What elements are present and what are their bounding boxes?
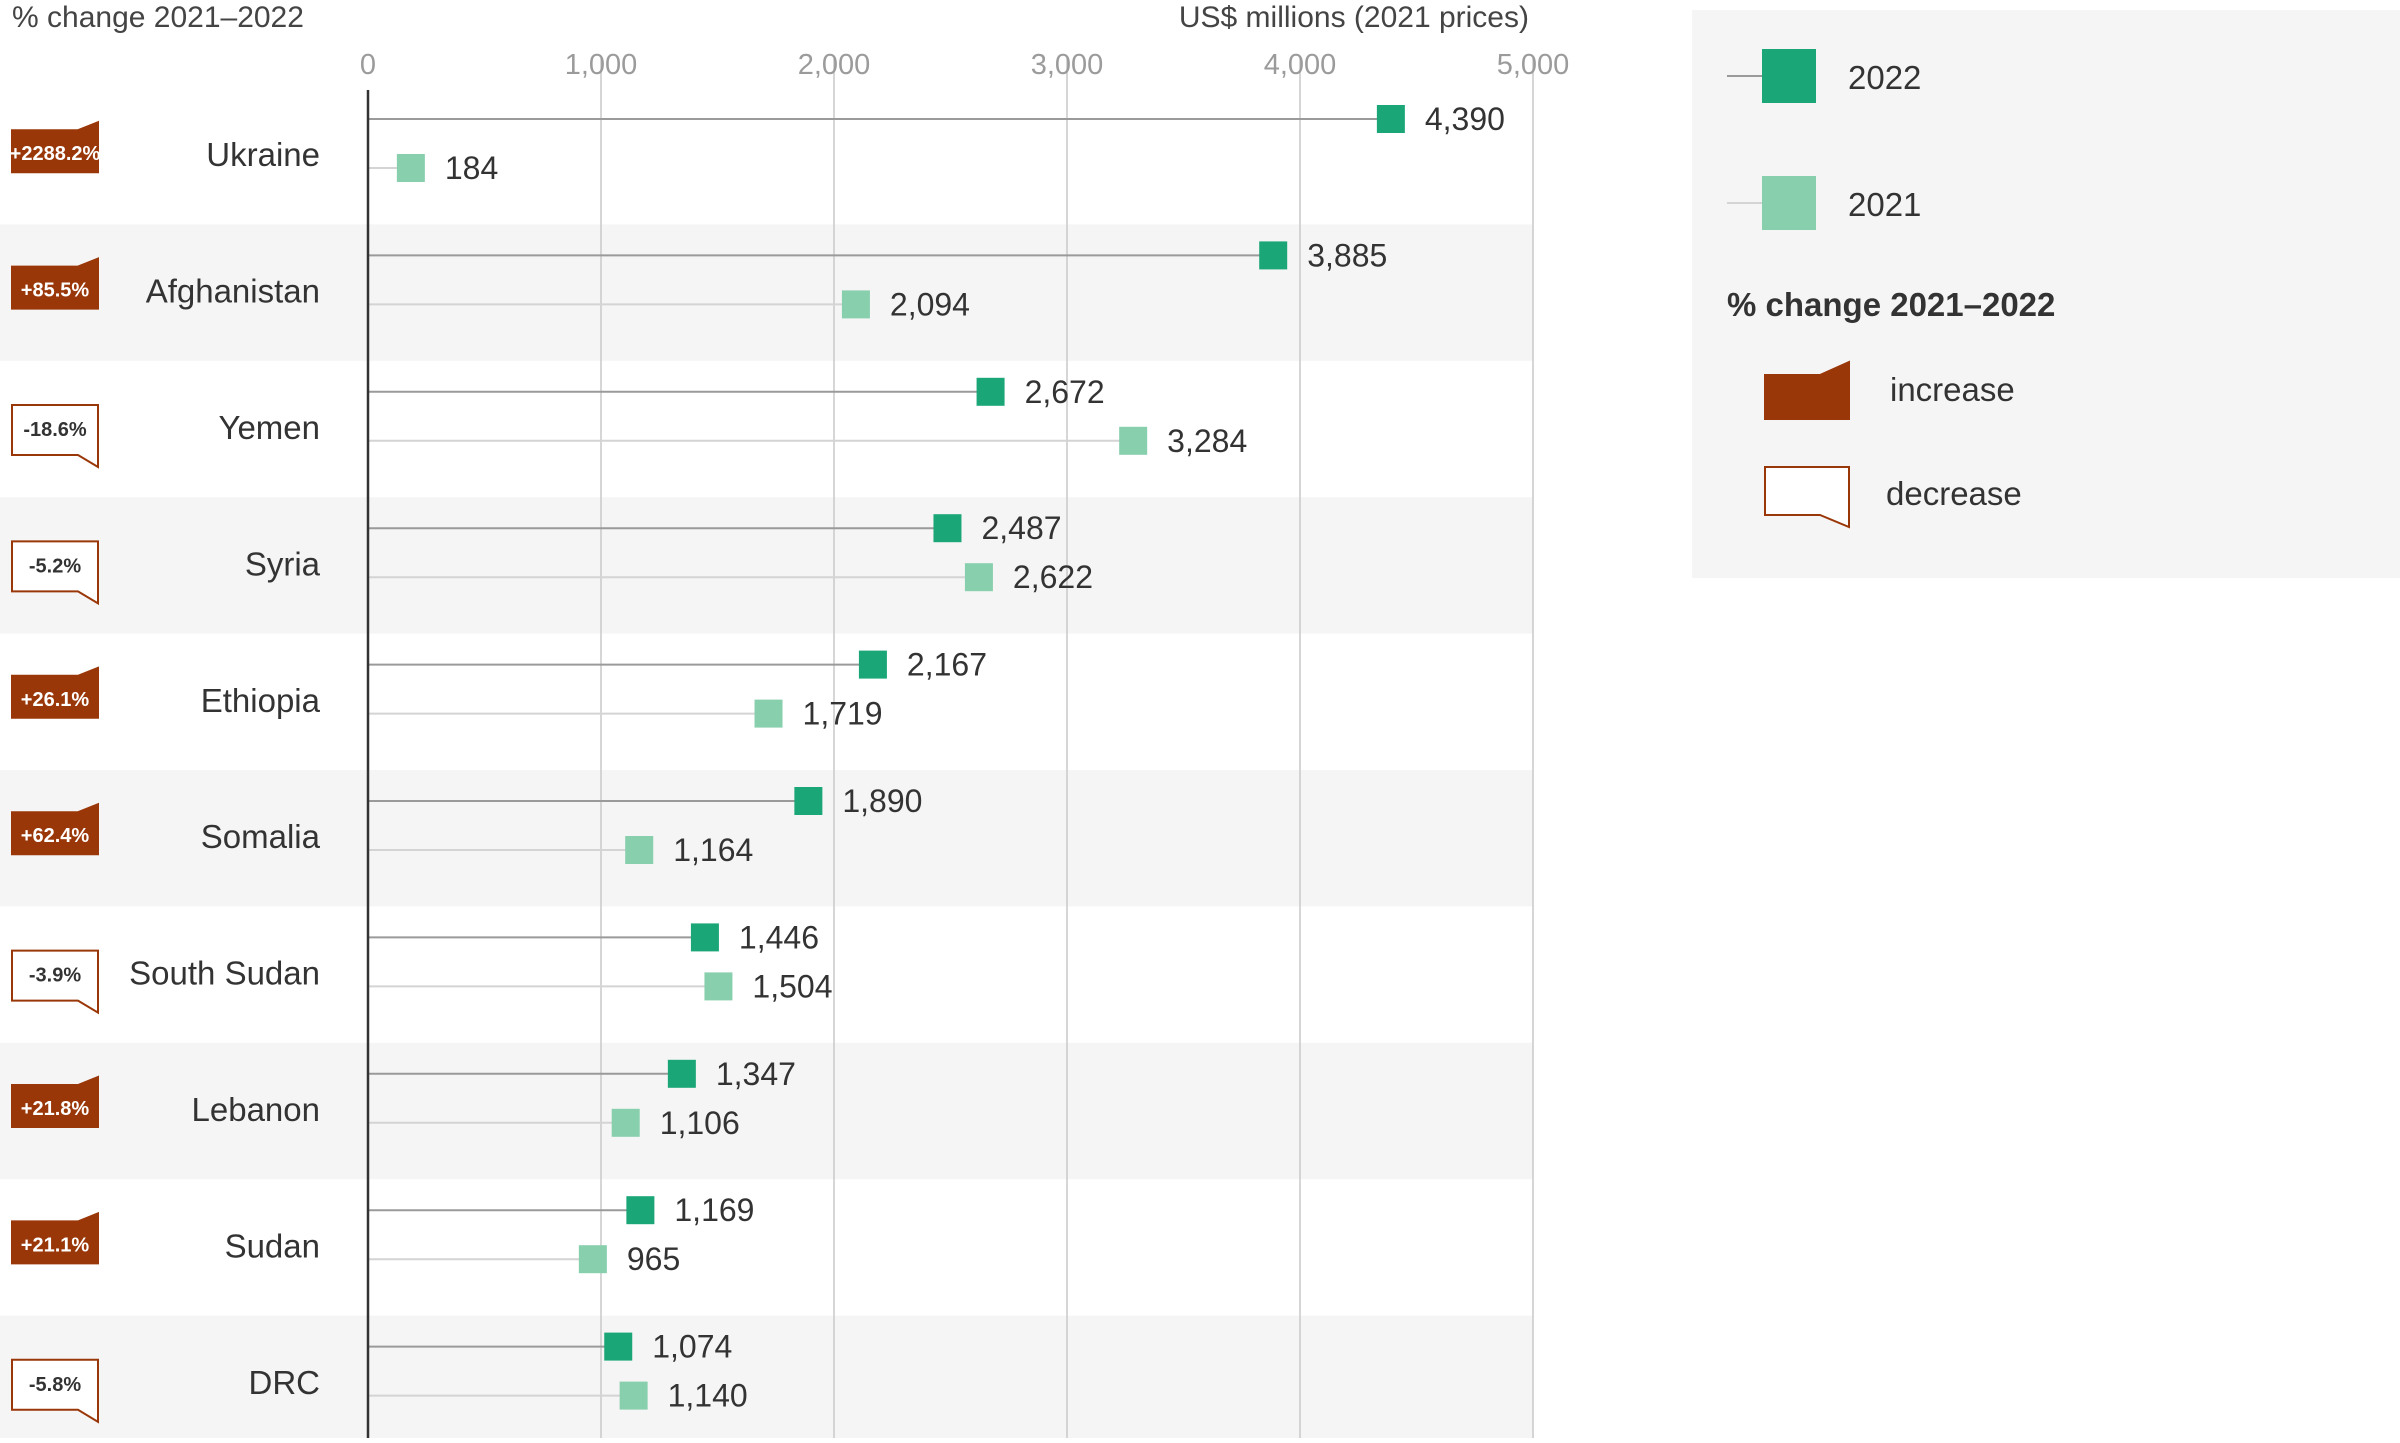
value-label-2022: 3,885: [1307, 237, 1387, 273]
change-label: +62.4%: [21, 825, 90, 847]
marker-2021: [611, 1108, 640, 1137]
change-badge: [11, 802, 99, 856]
value-label-2021: 1,164: [673, 832, 753, 868]
legend-increase-swatch: [1764, 360, 1850, 420]
tick-label: 5,000: [1497, 49, 1570, 81]
marker-2021: [841, 290, 870, 319]
change-badge: [11, 949, 99, 1015]
country-label: DRC: [249, 1364, 321, 1401]
value-label-2021: 184: [445, 150, 498, 186]
change-badge: [11, 666, 99, 719]
row-band: [0, 1042, 1533, 1180]
marker-2022: [794, 787, 823, 815]
country-label: Ukraine: [206, 136, 320, 173]
marker-2022: [933, 514, 962, 543]
legend-decrease-swatch: [1764, 466, 1850, 529]
change-badge: [11, 540, 99, 606]
legend-decrease-label: decrease: [1886, 475, 2022, 512]
value-label-2022: 1,446: [739, 919, 819, 955]
marker-2022: [604, 1332, 633, 1361]
marker-2022: [1259, 241, 1288, 270]
change-badge: [11, 1075, 99, 1128]
value-label-2022: 1,347: [716, 1056, 796, 1092]
tick-label: 4,000: [1264, 49, 1337, 81]
change-label: +26.1%: [21, 689, 90, 711]
value-label-2022: 2,487: [981, 510, 1061, 546]
country-label: Afghanistan: [146, 273, 320, 310]
change-label: +2288.2%: [10, 143, 101, 165]
country-label: South Sudan: [129, 955, 320, 992]
value-label-2022: 2,672: [1025, 374, 1105, 410]
value-label-2022: 4,390: [1425, 101, 1505, 137]
marker-2022: [667, 1059, 696, 1088]
value-label-2021: 1,504: [752, 968, 832, 1004]
change-badge: [11, 404, 99, 469]
marker-2021: [704, 972, 733, 1001]
change-badge: [11, 1211, 99, 1265]
change-label: -5.2%: [29, 555, 81, 577]
country-label: Ethiopia: [201, 682, 321, 719]
country-label: Somalia: [201, 818, 321, 855]
change-label: -5.8%: [29, 1374, 81, 1396]
legend-label-2022: 2022: [1848, 59, 1921, 96]
value-label-2021: 1,140: [668, 1378, 748, 1414]
axis-title: US$ millions (2021 prices): [1179, 1, 1529, 34]
left-header: % change 2021–2022: [12, 1, 304, 34]
value-label-2021: 2,622: [1013, 559, 1093, 595]
change-badge: [11, 257, 99, 310]
country-label: Sudan: [225, 1227, 320, 1264]
marker-2021: [1119, 426, 1148, 455]
row-band: [0, 770, 1533, 907]
value-label-2022: 1,074: [652, 1329, 732, 1365]
value-label-2021: 1,719: [803, 696, 883, 732]
marker-2021: [619, 1381, 648, 1410]
legend-increase-label: increase: [1890, 371, 2015, 408]
change-label: +85.5%: [21, 280, 90, 302]
legend-change-title: % change 2021–2022: [1727, 286, 2055, 323]
change-label: +21.8%: [21, 1098, 90, 1120]
tick-label: 2,000: [798, 49, 871, 81]
value-label-2022: 2,167: [907, 647, 987, 683]
marker-2022: [858, 650, 887, 679]
marker-2022: [976, 377, 1005, 406]
country-label: Lebanon: [192, 1091, 320, 1128]
marker-2022: [626, 1196, 655, 1225]
country-label: Yemen: [218, 409, 320, 446]
change-label: -3.9%: [29, 965, 81, 987]
value-label-2022: 1,169: [674, 1192, 754, 1228]
change-badge: [11, 120, 99, 174]
marker-2021: [396, 154, 425, 182]
row-band: [0, 497, 1533, 634]
marker-2021: [964, 563, 993, 592]
tick-label: 0: [360, 49, 376, 81]
change-label: -18.6%: [23, 419, 87, 441]
marker-2022: [1376, 105, 1405, 133]
change-label: +21.1%: [21, 1234, 90, 1256]
value-label-2021: 2,094: [890, 286, 970, 322]
marker-2021: [754, 699, 783, 728]
tick-label: 1,000: [565, 49, 638, 81]
legend-swatch-2022: [1762, 49, 1816, 103]
value-label-2021: 3,284: [1167, 423, 1247, 459]
value-label-2021: 965: [627, 1241, 680, 1277]
legend-label-2021: 2021: [1848, 186, 1921, 223]
marker-2022: [690, 923, 719, 952]
row-band: [0, 1315, 1533, 1443]
country-label: Syria: [245, 545, 321, 582]
marker-2021: [625, 836, 654, 864]
marker-2021: [578, 1245, 607, 1274]
tick-label: 3,000: [1031, 49, 1104, 81]
legend-swatch-2021: [1762, 176, 1816, 230]
value-label-2021: 1,106: [660, 1105, 740, 1141]
change-badge: [11, 1358, 99, 1424]
value-label-2022: 1,890: [842, 783, 922, 819]
